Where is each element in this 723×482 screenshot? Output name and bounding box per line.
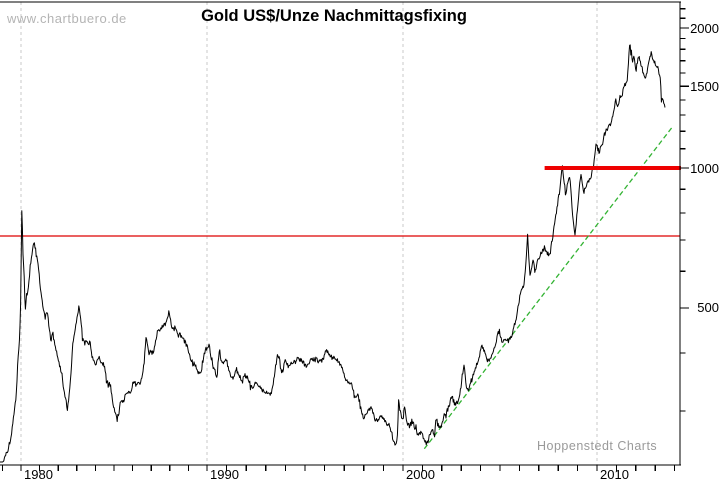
uptrend-line	[423, 127, 673, 450]
y-axis-tick-label: 2000	[690, 20, 719, 36]
y-axis-tick-label: 500	[697, 300, 719, 316]
y-axis-tick-label: 1000	[690, 160, 719, 176]
x-axis-tick-label: 1980	[24, 467, 53, 482]
x-axis-tick-label: 1990	[210, 467, 239, 482]
x-axis-tick-label: 2000	[406, 467, 435, 482]
chart-title: Gold US$/Unze Nachmittagsfixing	[201, 7, 467, 25]
axes	[0, 1, 689, 471]
x-axis-tick-label: 2010	[600, 467, 629, 482]
gold-price-line	[0, 44, 666, 463]
decade-gridlines	[20, 2, 598, 465]
y-axis-tick-label: 1500	[690, 78, 719, 94]
credit-label: Hoppenstedt Charts	[537, 439, 658, 453]
watermark: www.chartbuero.de	[7, 11, 127, 26]
